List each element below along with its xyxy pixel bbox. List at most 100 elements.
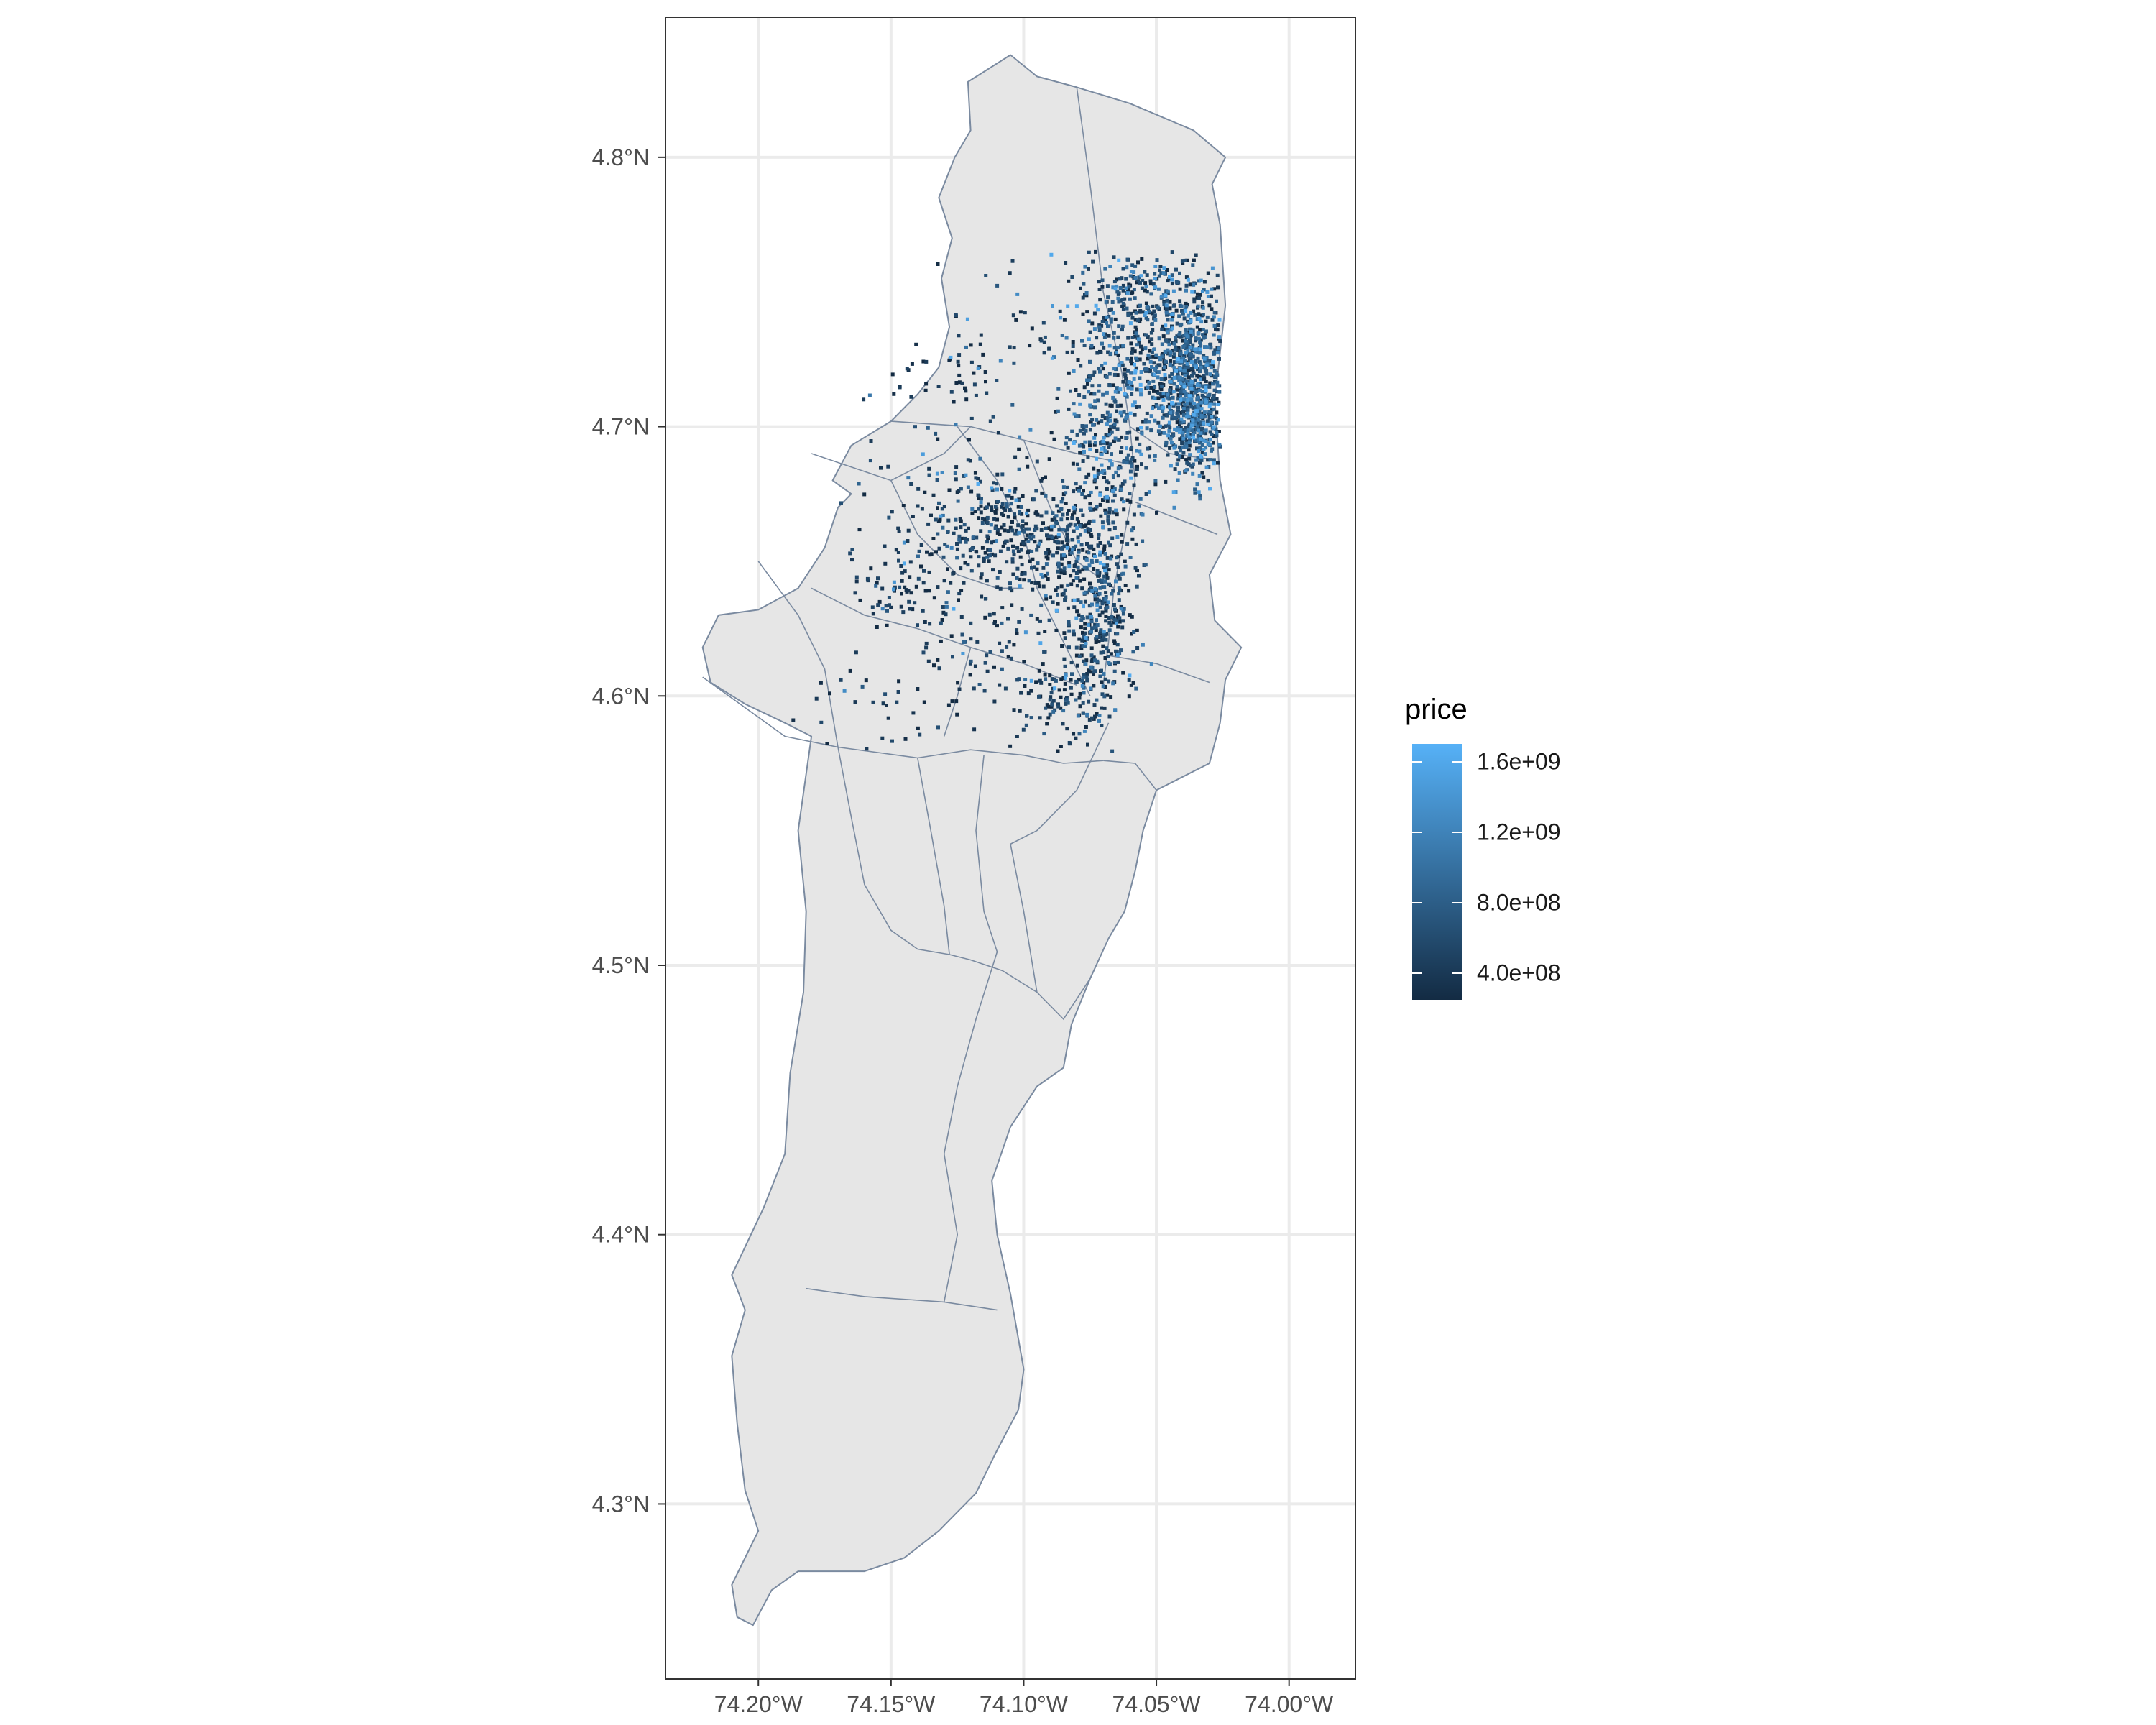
price-point [1170, 324, 1174, 328]
price-point [1115, 386, 1119, 390]
price-point [1146, 353, 1151, 357]
price-point [944, 601, 949, 605]
price-point [1134, 328, 1138, 332]
price-point [909, 482, 913, 486]
price-point [1043, 673, 1047, 677]
price-point [1153, 264, 1158, 268]
price-point [1158, 392, 1163, 396]
price-point [1155, 510, 1158, 515]
price-point [976, 367, 980, 370]
price-point [1108, 442, 1112, 446]
price-point [949, 634, 954, 638]
price-point [1169, 350, 1173, 354]
price-point [1082, 673, 1086, 677]
price-point [1203, 345, 1207, 349]
price-point [1202, 475, 1206, 479]
price-point [1111, 310, 1115, 315]
price-point [926, 659, 931, 663]
price-point [1115, 632, 1120, 636]
price-point [955, 556, 959, 560]
price-point [1095, 571, 1100, 575]
price-point [1135, 318, 1140, 323]
price-point [1095, 592, 1100, 597]
price-point [985, 534, 990, 538]
price-point [1033, 528, 1037, 532]
price-point [1120, 298, 1125, 301]
district-basemap [701, 54, 1243, 1627]
price-point [1128, 469, 1133, 474]
price-point [954, 313, 958, 317]
price-point [1206, 458, 1210, 462]
price-point [1163, 373, 1167, 377]
price-point [1161, 271, 1166, 275]
price-point [1080, 586, 1084, 591]
price-point [1107, 428, 1112, 432]
price-point [1067, 279, 1071, 283]
price-point [1137, 337, 1141, 341]
price-point [1065, 727, 1069, 731]
price-point [1164, 339, 1169, 343]
price-point [880, 607, 885, 611]
price-point [1112, 398, 1117, 402]
price-point [957, 598, 960, 602]
price-point [1056, 602, 1060, 606]
price-point [1182, 385, 1187, 389]
price-point [945, 544, 949, 548]
price-point [1051, 709, 1056, 714]
price-point [979, 333, 983, 337]
price-point [1199, 384, 1204, 388]
price-point [1179, 349, 1183, 354]
price-point [1102, 706, 1107, 710]
price-point [1100, 470, 1104, 474]
price-point [1161, 425, 1165, 429]
price-point [1039, 528, 1044, 532]
price-point [1176, 405, 1180, 410]
price-point [1099, 628, 1103, 632]
price-point [1059, 507, 1064, 512]
price-point [1112, 367, 1117, 371]
price-point [1067, 741, 1072, 745]
price-point [962, 581, 966, 585]
price-point [969, 659, 973, 663]
price-point [906, 539, 910, 543]
price-point [1104, 597, 1108, 602]
price-point [1072, 605, 1077, 610]
price-point [1134, 356, 1138, 360]
price-point [1128, 274, 1133, 278]
price-point [966, 485, 970, 489]
price-point [1128, 411, 1133, 415]
price-point [1156, 391, 1161, 395]
price-point [1093, 658, 1097, 663]
price-point [1175, 420, 1179, 425]
price-point [1195, 325, 1199, 329]
price-point [1125, 257, 1130, 262]
price-point [1105, 487, 1109, 491]
price-point [1191, 462, 1195, 466]
price-point [1086, 382, 1089, 386]
price-point [1135, 387, 1139, 392]
price-point [1138, 382, 1143, 387]
price-point [1039, 681, 1044, 685]
price-point [957, 334, 961, 338]
price-point [1197, 312, 1201, 316]
price-point [1197, 437, 1201, 441]
price-point [1199, 278, 1203, 282]
price-point [908, 607, 912, 611]
price-point [1189, 353, 1193, 357]
price-point [1030, 581, 1034, 585]
price-point [1064, 696, 1069, 699]
price-point [1063, 664, 1067, 668]
price-point [1174, 451, 1179, 456]
price-point [1009, 538, 1013, 543]
price-point [1141, 539, 1145, 543]
price-point [993, 510, 998, 515]
price-point [1015, 292, 1020, 296]
price-point [1006, 546, 1010, 551]
price-point [1000, 621, 1004, 625]
price-point [1171, 410, 1175, 414]
price-point [1179, 394, 1182, 398]
price-point [848, 551, 852, 556]
price-point [1131, 526, 1135, 530]
price-point [1170, 372, 1174, 376]
price-point [877, 599, 882, 604]
